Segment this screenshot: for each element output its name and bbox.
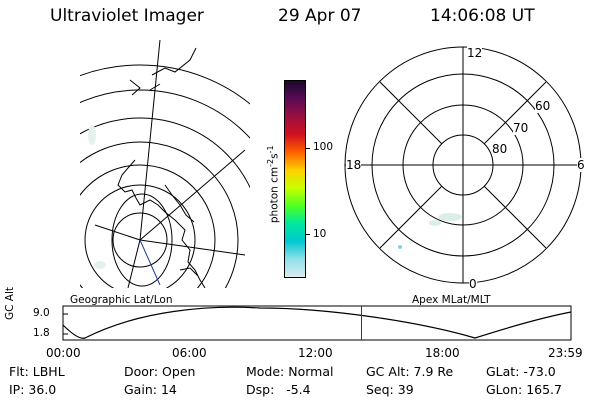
date-label: 29 Apr 07 <box>278 6 362 26</box>
lat-label-80: 80 <box>492 142 508 156</box>
lat-circle <box>112 212 168 268</box>
meridian-line <box>127 239 141 288</box>
apex-polar-plot <box>344 46 582 284</box>
info-glon: GLon: 165.7 <box>486 382 562 397</box>
timeline-ylabel: GC Alt <box>4 286 16 320</box>
lat-circle <box>80 164 216 288</box>
info-glat: GLat: -73.0 <box>486 364 556 379</box>
lat-circle <box>80 141 239 288</box>
lat-circle <box>80 89 250 139</box>
coastline <box>129 47 197 96</box>
timeline-xtick-label: 06:00 <box>172 346 207 360</box>
info-gain: Gain: 14 <box>124 382 177 397</box>
aurora-patch <box>94 261 106 269</box>
lat-circle <box>111 193 173 287</box>
mlt-label-18: 18 <box>346 158 362 172</box>
apex-panel-label: Apex MLat/MLT <box>412 294 491 306</box>
info-flt: Flt: LBHL <box>9 364 65 379</box>
meridian-line <box>139 239 246 256</box>
info-seq: Seq: 39 <box>366 382 414 397</box>
timeline-ytick-label: 9.0 <box>33 307 50 319</box>
aurora-patch <box>398 245 402 249</box>
timeline-xtick-label: 12:00 <box>298 346 333 360</box>
instrument-title: Ultraviolet Imager <box>50 6 204 26</box>
timeline-xtick-label: 23:59 <box>548 346 583 360</box>
info-door: Door: Open <box>124 364 196 379</box>
lat-circle <box>84 184 196 288</box>
lat-circle <box>80 64 250 105</box>
mlt-diagonal <box>483 81 547 145</box>
info-gc-alt: GC Alt: 7.9 Re <box>366 364 454 379</box>
satellite-track <box>139 239 161 286</box>
color-scale-bar <box>284 80 306 278</box>
coastline <box>164 184 199 277</box>
aurora-patch <box>429 220 441 226</box>
color-scale-gradient <box>285 81 305 277</box>
mlt-diagonal <box>483 185 547 249</box>
time-label: 14:06:08 UT <box>430 6 535 26</box>
timeline-xtick-label: 00:00 <box>46 346 81 360</box>
colorbar-tick-label: 10 <box>313 228 327 240</box>
colorbar-tick <box>306 234 310 235</box>
mlt-label-0: 0 <box>469 277 477 291</box>
colorbar-unit-label: photon cm-2s-1 <box>265 145 281 224</box>
timeline-xtick-label: 18:00 <box>425 346 460 360</box>
altitude-curve <box>62 306 572 339</box>
meridian-line <box>139 40 161 241</box>
aurora-patch <box>438 213 462 221</box>
mlt-diagonal <box>379 185 443 249</box>
info-mode: Mode: Normal <box>246 364 334 379</box>
colorbar-tick <box>306 148 310 149</box>
meridian-line <box>139 149 246 241</box>
meridian-line <box>94 224 141 241</box>
colorbar-tick-label: 100 <box>313 141 334 153</box>
mlt-diagonal <box>379 81 443 145</box>
info-dsp: Dsp: -5.4 <box>246 382 311 397</box>
lat-circle <box>80 117 250 189</box>
aurora-patch <box>88 125 96 145</box>
coastline <box>117 159 206 288</box>
mlt-label-6: 6 <box>577 158 585 172</box>
timeline-frame <box>62 305 572 341</box>
lat-label-60: 60 <box>535 99 551 113</box>
geographic-panel-label: Geographic Lat/Lon <box>70 294 173 306</box>
altitude-timeline <box>62 305 572 341</box>
mlt-label-12: 12 <box>467 46 483 60</box>
lat-label-70: 70 <box>513 121 529 135</box>
timeline-ytick-label: 1.8 <box>33 327 50 339</box>
info-ip: IP: 36.0 <box>9 382 57 397</box>
